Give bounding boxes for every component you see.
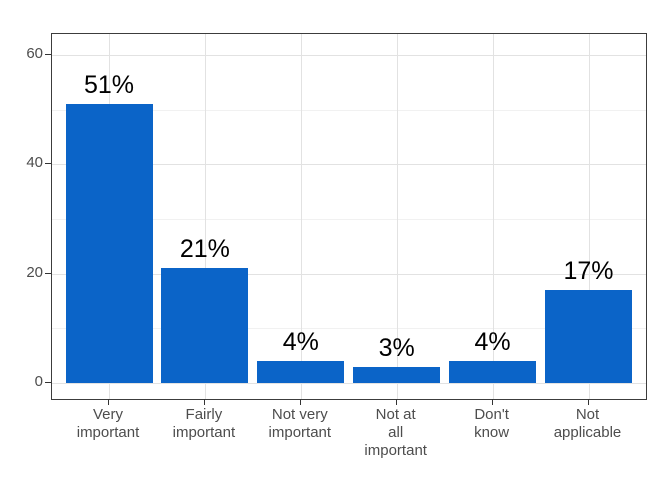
x-axis-tick-label-line: important xyxy=(76,424,140,441)
x-axis-tick-label-line: Not xyxy=(575,406,600,423)
x-axis-tick-label-line: important xyxy=(268,424,332,441)
x-axis-tick-label: Not applicable xyxy=(528,406,648,442)
x-axis-tick xyxy=(203,399,205,405)
x-axis-tick-label-line: Not very xyxy=(271,406,328,423)
h-gridline-minor xyxy=(52,328,646,330)
x-axis-tick xyxy=(587,399,589,405)
x-axis-tick xyxy=(108,399,109,405)
bar xyxy=(257,361,345,383)
h-gridline-major xyxy=(52,273,646,275)
bar xyxy=(545,290,632,383)
h-gridline-major xyxy=(52,55,646,57)
x-axis-tick-label: Not very important xyxy=(240,406,360,442)
h-gridline-minor xyxy=(52,219,646,221)
x-axis-tick-label-line: important xyxy=(172,424,236,441)
bar-value-label: 4% xyxy=(474,328,511,357)
bar-value-label: 17% xyxy=(563,257,614,286)
x-axis-tick-label: Fairly important xyxy=(144,406,264,442)
bar xyxy=(449,361,537,383)
x-axis-tick xyxy=(491,399,493,405)
x-axis-tick-label-line: applicable xyxy=(553,424,622,441)
bar-value-label: 51% xyxy=(83,71,135,100)
bar-value-label: 3% xyxy=(378,333,415,362)
y-axis-tick xyxy=(45,54,51,56)
bar xyxy=(65,104,153,383)
y-axis-tick-label: 20 xyxy=(26,263,43,281)
y-axis-tick xyxy=(45,272,51,274)
v-gridline-major xyxy=(396,34,398,399)
h-gridline-major xyxy=(52,164,646,166)
v-gridline-major xyxy=(204,34,206,399)
x-axis-tick-label: Don't know xyxy=(432,406,552,442)
h-gridline-minor xyxy=(52,109,646,111)
x-axis-tick-label-line: Not at xyxy=(375,406,416,423)
x-axis-tick-label-line: Don't xyxy=(474,406,509,423)
x-axis-tick-label: Very important xyxy=(48,406,168,442)
bar-value-label: 21% xyxy=(179,235,230,264)
x-axis-tick-label-line: important xyxy=(364,442,427,459)
x-axis-tick-label-line: all xyxy=(388,424,404,441)
x-axis-tick xyxy=(299,399,301,405)
y-axis-tick xyxy=(45,382,51,383)
v-gridline-major xyxy=(588,34,590,399)
bar xyxy=(353,366,441,383)
bar-value-label: 4% xyxy=(282,328,319,357)
x-axis-tick-label-line: know xyxy=(474,424,510,441)
plot-panel: 51% 21% 4% 3% 4% 17% xyxy=(51,33,647,400)
v-gridline-major xyxy=(492,34,494,399)
v-gridline-major xyxy=(300,34,302,399)
h-gridline-major xyxy=(52,383,646,384)
y-axis-tick xyxy=(45,163,51,165)
y-axis-tick-label: 60 xyxy=(26,45,43,63)
y-axis-tick-label: 40 xyxy=(26,154,43,172)
y-axis-tick-label: 0 xyxy=(34,373,43,390)
x-axis-tick xyxy=(395,399,397,405)
x-axis-tick-label: Not at all important xyxy=(336,406,456,460)
bar xyxy=(161,268,249,383)
x-axis-tick-label-line: Very xyxy=(92,406,123,423)
x-axis-tick-label-line: Fairly xyxy=(185,406,223,423)
